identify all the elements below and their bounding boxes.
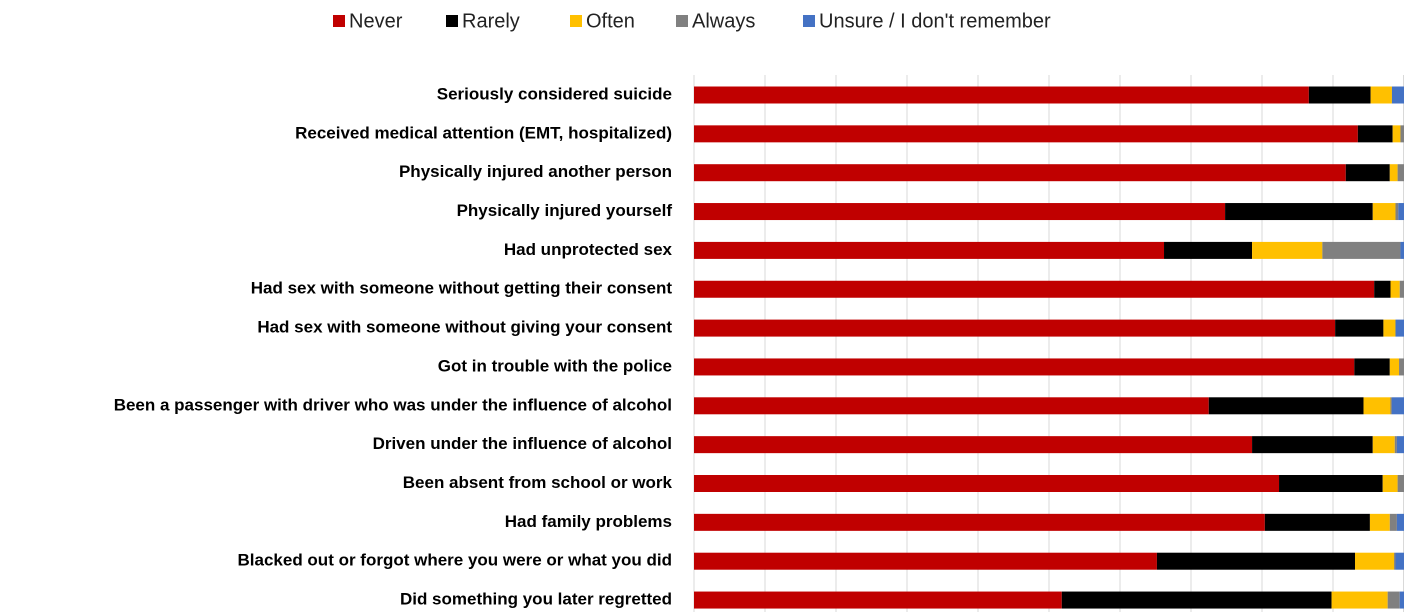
bar-segment: [694, 436, 1253, 454]
legend-label: Rarely: [462, 10, 520, 32]
category-label: Been absent from school or work: [403, 473, 673, 492]
bar-segment: [1164, 241, 1253, 259]
bar-segment: [1389, 358, 1400, 376]
bar-segment: [694, 319, 1336, 337]
bar-segment: [1387, 591, 1400, 609]
bar-segment: [1399, 591, 1404, 609]
category-label: Had unprotected sex: [504, 240, 673, 259]
bar-segment: [1264, 513, 1370, 531]
category-label: Physically injured yourself: [457, 201, 673, 220]
bar-segment: [1061, 591, 1332, 609]
bar-segment: [1382, 475, 1398, 492]
bar-segment: [1322, 241, 1401, 259]
legend-swatch: [570, 15, 582, 27]
bar-segment: [694, 125, 1358, 143]
bar-segment: [694, 358, 1355, 376]
bar-segment: [1400, 125, 1404, 143]
bar-segment: [1394, 436, 1397, 454]
bar-segment: [694, 280, 1375, 298]
bar-segment: [1394, 552, 1396, 570]
bar-segment: [1279, 475, 1383, 492]
bar-segment: [1399, 358, 1404, 376]
bar-segment: [694, 86, 1309, 104]
category-label: Did something you later regretted: [400, 590, 672, 609]
legend-swatch: [333, 15, 345, 27]
bar-segment: [1252, 436, 1373, 454]
bar-segment: [1357, 125, 1393, 143]
bar-segment: [1392, 125, 1401, 143]
legend-label: Unsure / I don't remember: [819, 10, 1051, 32]
category-label: Had family problems: [505, 512, 672, 531]
bar-segment: [1252, 241, 1323, 259]
legend-swatch: [676, 15, 688, 27]
bar-segment: [694, 591, 1062, 609]
bar-segment: [1390, 397, 1392, 415]
bar-segment: [1395, 319, 1404, 337]
legend-swatch: [446, 15, 458, 27]
legend-label: Often: [586, 10, 635, 32]
bar-segment: [1369, 513, 1390, 531]
bar-segment: [1156, 552, 1356, 570]
bar-segment: [1399, 280, 1404, 298]
bar-segment: [1390, 280, 1400, 298]
bar-segment: [1208, 397, 1364, 415]
bar-segment: [1389, 513, 1397, 531]
category-label: Got in trouble with the police: [438, 356, 672, 375]
bar-segment: [694, 203, 1226, 221]
bar-segment: [1225, 203, 1373, 221]
bar-segment: [694, 513, 1265, 531]
bar-segment: [1355, 552, 1395, 570]
category-label: Had sex with someone without giving your…: [257, 318, 672, 337]
bar-segment: [1400, 241, 1404, 259]
legend-label: Always: [692, 10, 755, 32]
bar-segment: [1397, 475, 1404, 492]
category-label: Blacked out or forgot where you were or …: [238, 551, 673, 570]
bar-segment: [1391, 397, 1404, 415]
bar-segment: [1370, 86, 1392, 104]
category-label: Seriously considered suicide: [437, 84, 672, 103]
bar-segment: [1363, 397, 1391, 415]
bar-segment: [694, 241, 1165, 259]
bar-segment: [1354, 358, 1390, 376]
category-label: Driven under the influence of alcohol: [373, 434, 672, 453]
bar-segment: [1389, 164, 1398, 182]
bar-segment: [1345, 164, 1390, 182]
bar-segment: [1396, 436, 1404, 454]
bar-segment: [1397, 164, 1404, 182]
category-label: Had sex with someone without getting the…: [251, 279, 673, 298]
bar-segment: [1395, 552, 1404, 570]
bar-segment: [694, 397, 1209, 415]
bar-segment: [1391, 86, 1404, 104]
category-label: Been a passenger with driver who was und…: [114, 395, 672, 414]
legend-swatch: [803, 15, 815, 27]
bar-segment: [1372, 203, 1396, 221]
category-label: Received medical attention (EMT, hospita…: [295, 123, 672, 142]
bar-segment: [1383, 319, 1396, 337]
bar-segment: [1374, 280, 1391, 298]
bar-segment: [1372, 436, 1395, 454]
bar-segment: [1396, 513, 1404, 531]
bar-segment: [1398, 203, 1404, 221]
bar-segment: [1331, 591, 1388, 609]
bar-segment: [1335, 319, 1384, 337]
legend-label: Never: [349, 10, 403, 32]
bar-segment: [1308, 86, 1371, 104]
bar-segment: [1395, 203, 1399, 221]
bar-segment: [694, 552, 1157, 570]
bar-segment: [694, 475, 1280, 492]
category-label: Physically injured another person: [399, 162, 672, 181]
bar-segment: [694, 164, 1346, 182]
